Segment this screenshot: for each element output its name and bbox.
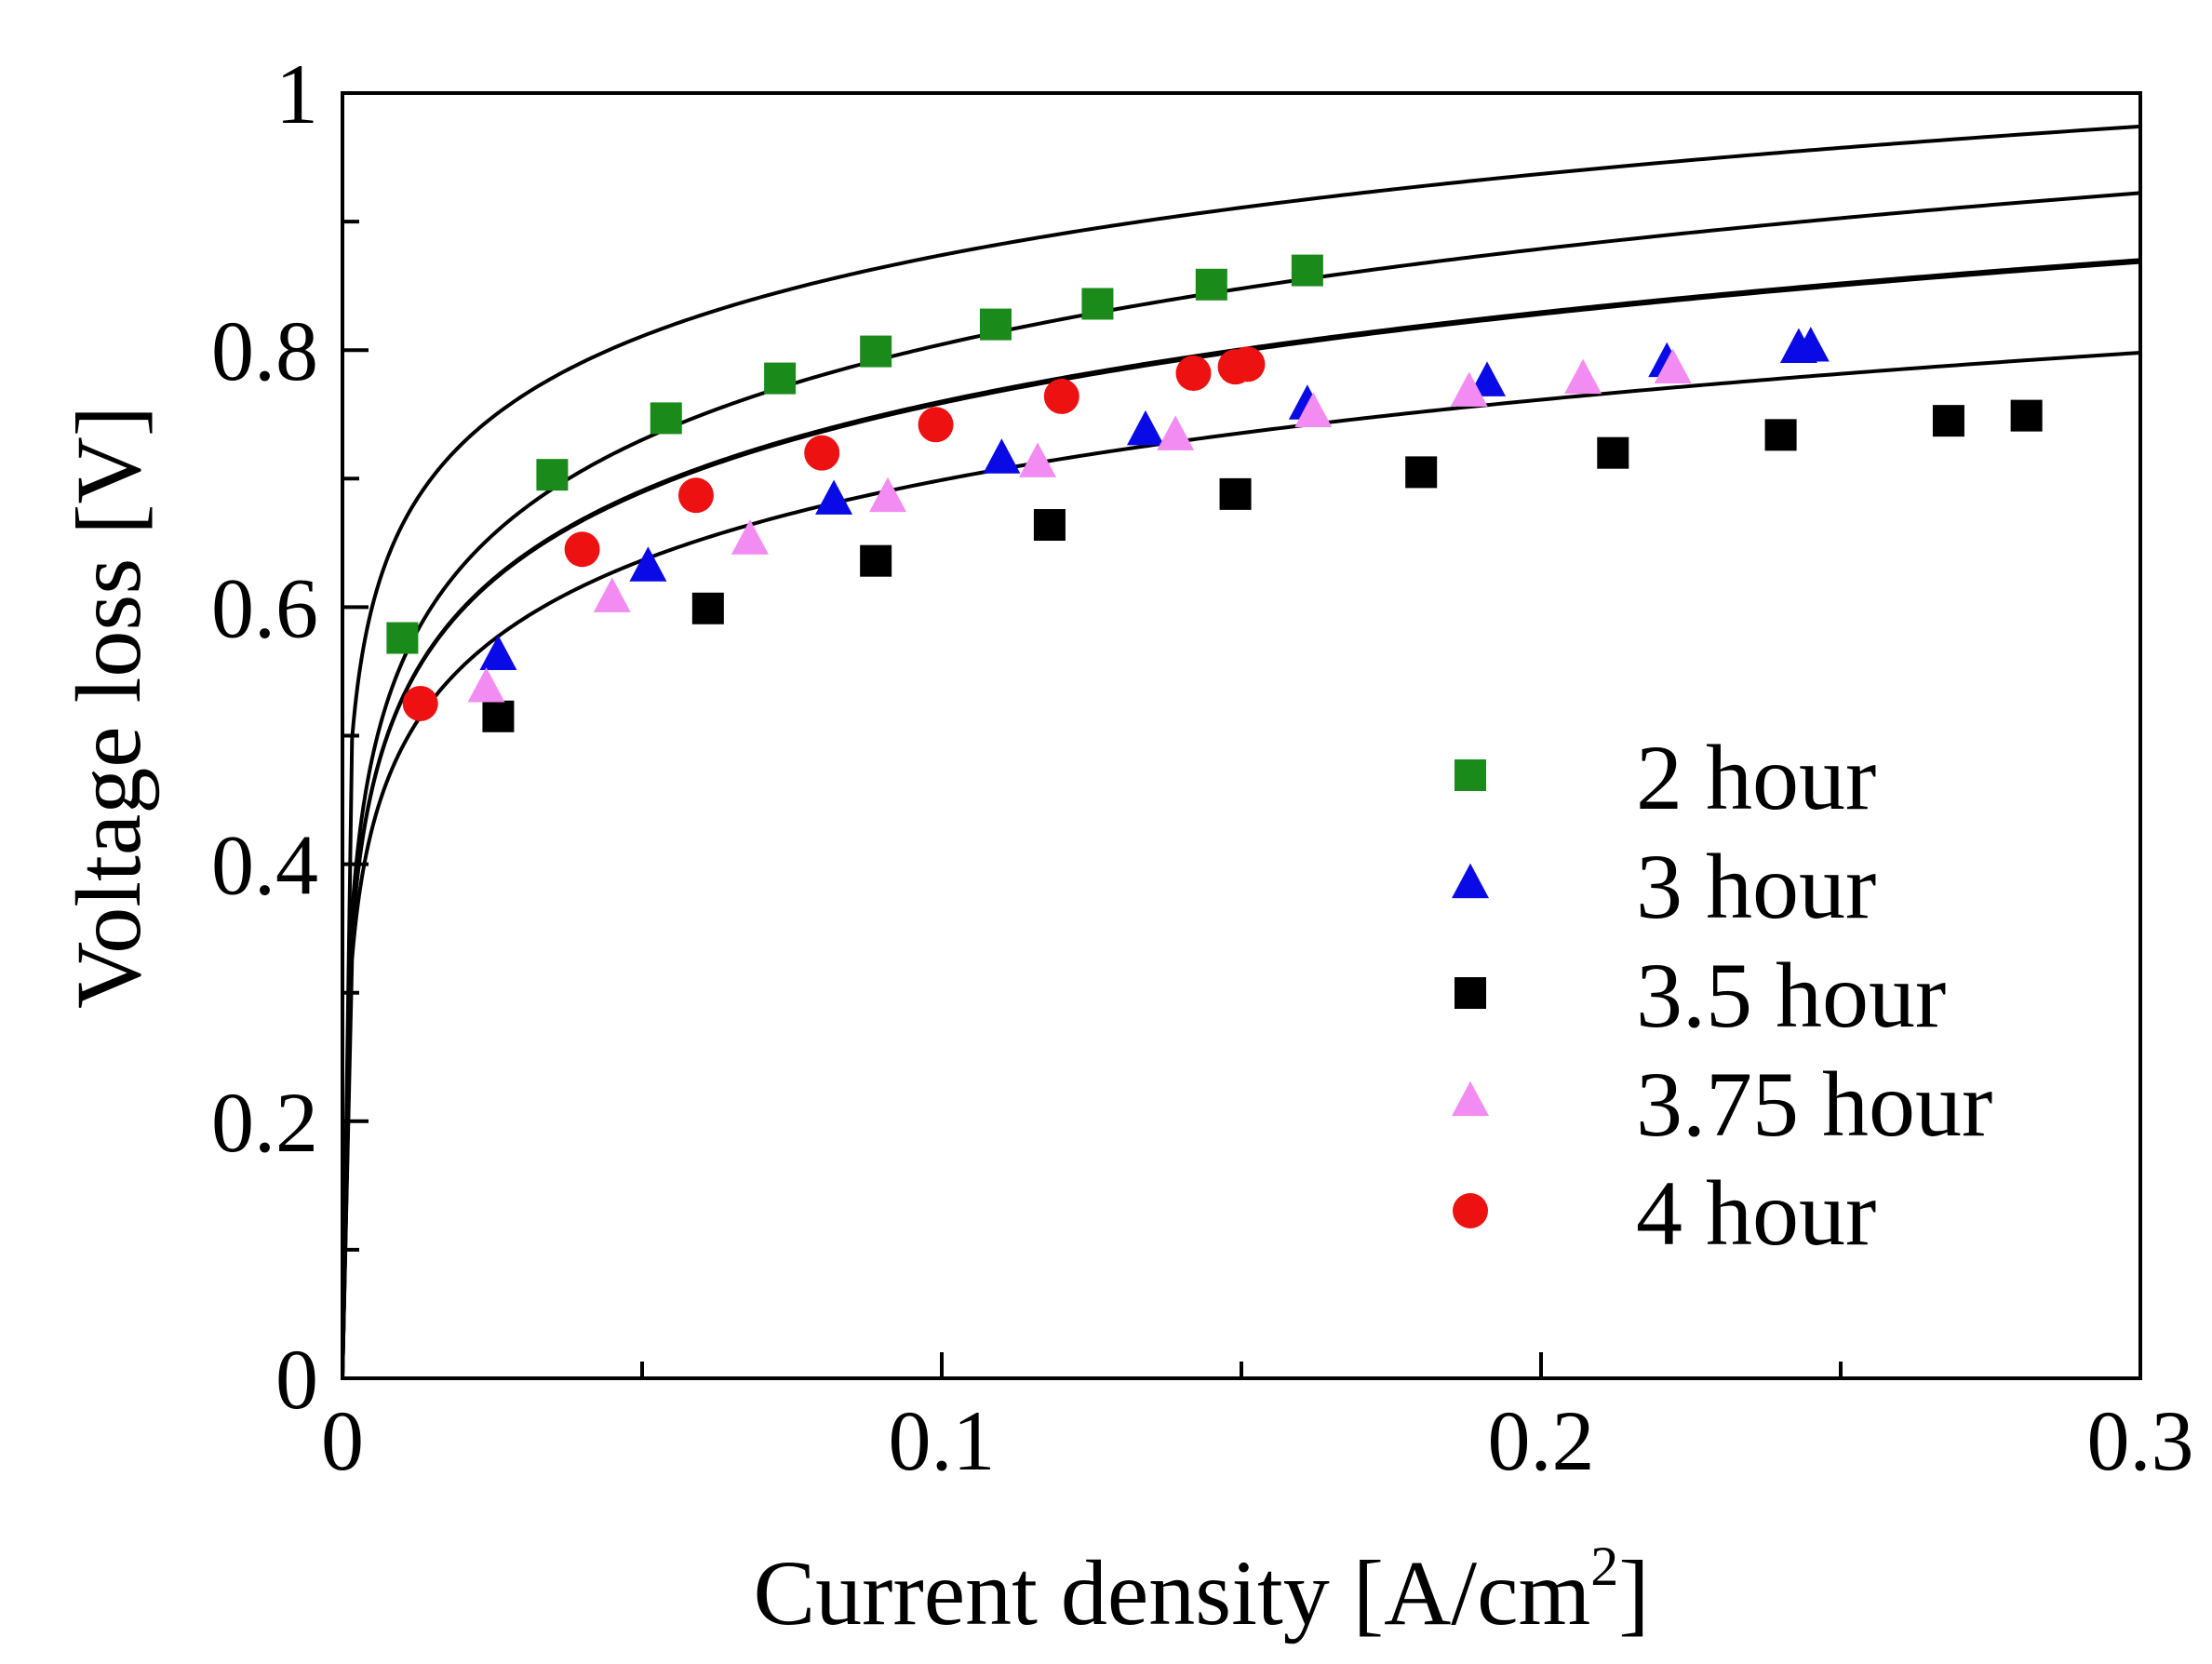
point-2-hour [386,622,419,654]
point-3-hour [815,479,853,515]
y-tick-label: 0.4 [211,818,318,913]
legend-marker-2-hour [1455,759,1486,791]
point-3-hour [629,546,667,582]
point-2-hour [860,335,892,368]
point-4-hour [1175,356,1212,392]
tick-labels: 0 0.1 0.2 0.3 0 0.2 0.4 0.6 0.8 1 [211,47,2194,1488]
point-3-5-hour [1932,405,1964,437]
point-3-hour [983,438,1021,474]
data-markers [386,254,2043,732]
fit-curve-3-75-hour [341,260,2141,1379]
point-3-5-hour [1405,456,1438,489]
legend-label-4-hour: 4 hour [1636,1161,1876,1265]
x-axis-label-text: Current density [A/cm [753,1541,1590,1644]
x-tick-label: 0.1 [889,1393,996,1488]
legend-marker-4-hour [1453,1193,1488,1228]
axis-ticks [341,91,2142,1380]
point-4-hour [918,407,954,443]
point-2-hour [1195,268,1227,301]
fit-curve-4-hour [341,191,2141,1379]
y-tick-label: 0.6 [211,560,318,655]
x-axis-label: Current density [A/cm2] [753,1536,1649,1644]
legend-label-3-hour: 3 hour [1636,835,1876,938]
x-axis-label-close: ] [1618,1541,1649,1644]
point-3-75-hour [1450,371,1488,407]
legend-label-2-hour: 2 hour [1636,726,1876,829]
point-3-hour [1468,361,1507,396]
point-3-5-hour [1219,477,1252,510]
point-3-5-hour [482,700,515,732]
point-3-75-hour [467,667,505,703]
x-tick-label: 0.3 [2087,1393,2194,1488]
point-2-hour [979,308,1012,341]
point-2-hour [650,402,682,435]
point-3-hour [1791,327,1830,362]
point-3-5-hour [1597,436,1629,469]
point-3-5-hour [691,592,724,624]
x-tick-label: 0.2 [1488,1393,1595,1488]
point-2-hour [536,459,569,491]
point-4-hour [402,685,438,721]
legend-label-3-75-hour: 3.75 hour [1636,1053,1992,1156]
point-4-hour [1043,378,1079,414]
legend-label-3-5-hour: 3.5 hour [1636,944,1946,1047]
point-4-hour [677,477,714,514]
point-3-75-hour [1654,348,1692,384]
legend-marker-3-hour [1452,863,1489,899]
point-3-5-hour [1764,419,1797,451]
point-3-5-hour [2010,399,2043,432]
point-2-hour [1081,288,1114,320]
legend-marker-3-5-hour [1455,977,1486,1009]
point-4-hour [804,435,840,471]
y-tick-label: 1 [275,47,318,141]
legend-marker-3-75-hour [1452,1080,1489,1117]
point-3-75-hour [869,476,907,513]
point-2-hour [1291,254,1323,287]
y-tick-label: 0.2 [211,1075,318,1170]
fit-curves [341,124,2141,1379]
point-2-hour [764,362,797,395]
y-axis-label: Voltage loss [V] [57,406,160,1009]
point-3-hour [1126,409,1164,446]
point-3-75-hour [1019,442,1057,477]
point-3-75-hour [1157,415,1195,450]
point-4-hour [564,531,600,568]
point-3-75-hour [731,519,769,555]
point-3-75-hour [1294,392,1333,427]
fit-curve-3-5-hour [341,350,2141,1379]
point-4-hour [1229,346,1266,382]
point-3-75-hour [593,577,631,612]
point-3-5-hour [860,544,892,577]
y-tick-label: 0.8 [211,303,318,398]
fit-curve-2-hour [341,124,2141,1379]
x-axis-label-superscript: 2 [1590,1536,1618,1597]
point-3-75-hour [1564,358,1602,395]
point-3-5-hour [1033,509,1066,542]
x-tick-label: 0 [321,1393,364,1488]
y-tick-label: 0 [275,1332,318,1427]
point-3-hour [479,635,517,670]
